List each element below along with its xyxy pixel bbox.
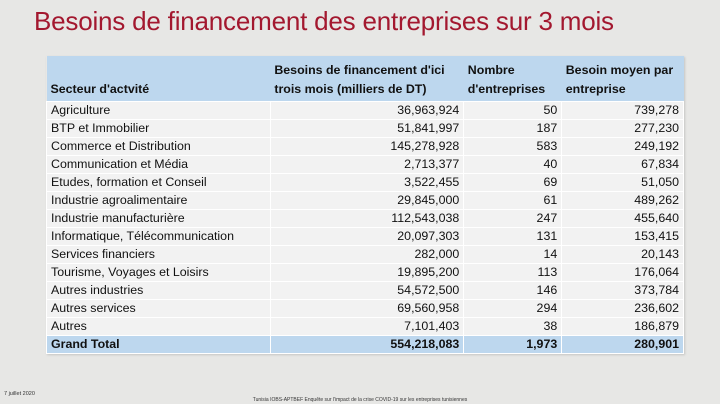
financing-cell: 282,000 <box>269 245 465 264</box>
table-row: Communication et Média 2,713,377 40 67,834 <box>46 155 684 174</box>
average-cell: 20,143 <box>561 245 684 264</box>
table-row: Etudes, formation et Conseil 3,522,455 69 5… <box>46 173 684 192</box>
count-cell: 40 <box>463 155 563 174</box>
count-cell: 187 <box>463 119 563 138</box>
average-cell: 51,050 <box>561 173 684 192</box>
average-cell: 455,640 <box>561 209 684 228</box>
average-cell: 249,192 <box>561 137 684 156</box>
header-average-need: Besoin moyen par entreprise <box>561 56 684 102</box>
sector-cell: Autres services <box>46 299 271 318</box>
financing-table: Secteur d'actvité Besoins de financement… <box>46 56 684 354</box>
financing-cell: 20,097,303 <box>269 227 465 246</box>
average-cell: 67,834 <box>561 155 684 174</box>
sector-cell: Industrie agroalimentaire <box>46 191 271 210</box>
average-cell: 236,602 <box>561 299 684 318</box>
table-row: Industrie manufacturière 112,543,038 247 45… <box>46 209 684 228</box>
financing-cell: 145,278,928 <box>269 137 465 156</box>
count-cell: 61 <box>463 191 563 210</box>
sector-cell: Autres industries <box>46 281 271 300</box>
footer-source: Tunisia IOBS-APTBEF Enquête sur l'impact… <box>252 397 468 403</box>
header-company-count: Nombre d'entreprises <box>463 56 562 102</box>
table-header-row: Secteur d'actvité Besoins de financement… <box>46 56 684 102</box>
table-row: Autres services 69,560,958 294 236,602 <box>46 299 684 318</box>
sector-cell: Services financiers <box>46 245 271 264</box>
sector-cell: Tourisme, Voyages et Loisirs <box>46 263 271 282</box>
table-row: Autres industries 54,572,500 146 373,784 <box>46 281 684 300</box>
financing-cell: 2,713,377 <box>269 155 465 174</box>
average-cell: 739,278 <box>561 101 684 120</box>
sector-cell: BTP et Immobilier <box>46 119 271 138</box>
table-row: Industrie agroalimentaire 29,845,000 61 489… <box>46 191 684 210</box>
count-cell: 113 <box>463 263 563 282</box>
count-cell: 583 <box>463 137 563 156</box>
footer-date: 7 juillet 2020 <box>4 391 35 397</box>
count-cell: 131 <box>463 227 563 246</box>
financing-cell: 19,895,200 <box>269 263 465 282</box>
table-row: Tourisme, Voyages et Loisirs 19,895,200 11… <box>46 263 684 282</box>
table-row: Commerce et Distribution 145,278,928 583 24… <box>46 137 684 156</box>
average-cell: 176,064 <box>561 263 684 282</box>
financing-cell: 29,845,000 <box>269 191 465 210</box>
sector-cell: Industrie manufacturière <box>46 209 271 228</box>
count-cell: 38 <box>463 317 563 336</box>
count-cell: 69 <box>463 173 563 192</box>
count-cell: 1,973 <box>463 335 563 354</box>
count-cell: 50 <box>463 101 563 120</box>
average-cell: 186,879 <box>561 317 684 336</box>
average-cell: 277,230 <box>561 119 684 138</box>
financing-cell: 3,522,455 <box>269 173 465 192</box>
sector-cell: Autres <box>46 317 271 336</box>
sector-cell: Agriculture <box>46 101 271 120</box>
financing-cell: 554,218,083 <box>269 335 465 354</box>
average-cell: 489,262 <box>561 191 684 210</box>
count-cell: 247 <box>463 209 563 228</box>
table-row: Agriculture 36,963,924 50 739,278 <box>46 101 684 120</box>
sector-cell: Commerce et Distribution <box>46 137 271 156</box>
sector-cell: Grand Total <box>46 335 271 354</box>
financing-cell: 7,101,403 <box>269 317 465 336</box>
table-row: Informatique, Télécommunication 20,097,30… <box>46 227 684 246</box>
count-cell: 294 <box>463 299 563 318</box>
average-cell: 280,901 <box>561 335 684 354</box>
table-row: Services financiers 282,000 14 20,143 <box>46 245 684 264</box>
average-cell: 153,415 <box>561 227 684 246</box>
sector-cell: Communication et Média <box>46 155 271 174</box>
total-row: Grand Total 554,218,083 1,973 280,901 <box>46 335 684 354</box>
financing-cell: 36,963,924 <box>269 101 465 120</box>
sector-cell: Informatique, Télécommunication <box>46 227 271 246</box>
count-cell: 14 <box>463 245 563 264</box>
financing-cell: 51,841,997 <box>269 119 465 138</box>
table-row: Autres 7,101,403 38 186,879 <box>46 317 684 336</box>
sector-cell: Etudes, formation et Conseil <box>46 173 271 192</box>
financing-cell: 69,560,958 <box>269 299 465 318</box>
header-financing-needs: Besoins de financement d'ici trois mois … <box>270 56 464 102</box>
average-cell: 373,784 <box>561 281 684 300</box>
slide-title: Besoins de financement des entreprises s… <box>34 6 614 36</box>
financing-cell: 54,572,500 <box>269 281 465 300</box>
table-row: BTP et Immobilier 51,841,997 187 277,230 <box>46 119 684 138</box>
financing-cell: 112,543,038 <box>269 209 465 228</box>
header-sector: Secteur d'actvité <box>46 56 271 102</box>
count-cell: 146 <box>463 281 563 300</box>
